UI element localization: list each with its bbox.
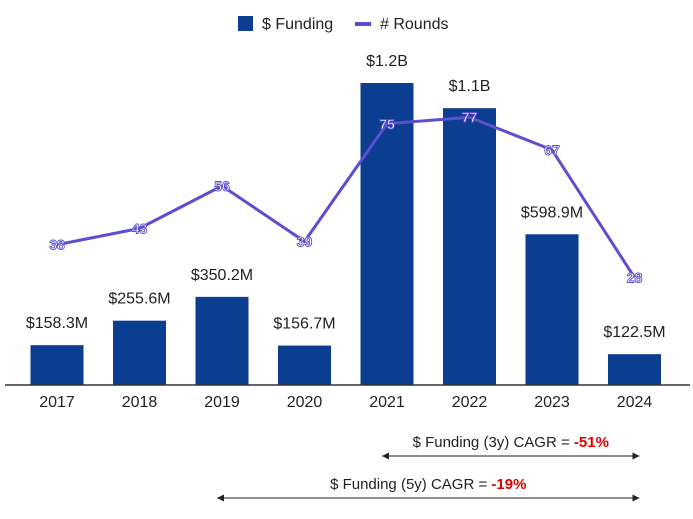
x-tick-2017: 2017 — [39, 394, 75, 411]
rounds-point-label-2024: 28 — [627, 269, 643, 285]
cagr-arrowhead-left-1 — [382, 452, 389, 460]
rounds-point-label-2017: 38 — [49, 237, 65, 253]
legend-label-rounds: # Rounds — [380, 16, 449, 33]
cagr-arrowhead-left-2 — [217, 494, 224, 502]
bar-2024 — [608, 354, 661, 385]
cagr-arrowhead-right-2 — [632, 494, 640, 502]
bar-label-2019: $350.2M — [191, 267, 253, 284]
x-tick-2021: 2021 — [369, 394, 405, 411]
legend-swatch-funding — [238, 16, 253, 31]
bar-2020 — [278, 345, 331, 385]
bar-label-2018: $255.6M — [108, 291, 170, 308]
bar-label-2021: $1.2B — [366, 53, 408, 70]
rounds-point-label-2022: 77 — [462, 109, 478, 125]
bar-2021 — [360, 83, 414, 385]
bar-label-2020: $156.7M — [273, 316, 335, 333]
legend-label-funding: $ Funding — [262, 16, 333, 33]
x-tick-2018: 2018 — [122, 394, 158, 411]
bar-2023 — [525, 234, 579, 385]
rounds-point-label-2021: 75 — [379, 116, 395, 132]
cagr-arrowhead-right-1 — [632, 452, 640, 460]
bar-label-2022: $1.1B — [449, 78, 491, 95]
bar-label-2023: $598.9M — [521, 204, 583, 221]
x-tick-2022: 2022 — [452, 394, 488, 411]
rounds-line-series: 38 43 56 39 75 77 67 28 — [49, 109, 643, 286]
bar-2019 — [195, 296, 249, 385]
bars: $158.3M $255.6M $350.2M $156.7M $1.2B $1.1B $5… — [26, 53, 666, 386]
cagr-annotations: $ Funding (3y) CAGR = -51% $ Funding (5y)… — [217, 434, 640, 502]
rounds-point-label-2023: 67 — [544, 142, 560, 158]
cagr-label-1: $ Funding (3y) CAGR = -51% — [413, 434, 609, 451]
rounds-line — [56, 115, 636, 279]
bar-label-2017: $158.3M — [26, 315, 88, 332]
bar-2022 — [443, 108, 496, 386]
x-tick-2023: 2023 — [534, 394, 570, 411]
x-tick-2024: 2024 — [617, 394, 653, 411]
bar-2018 — [113, 320, 166, 385]
bar-2017 — [30, 345, 84, 385]
rounds-point-label-2018: 43 — [132, 220, 148, 236]
x-tick-2019: 2019 — [204, 394, 240, 411]
x-axis-ticks: 2017 2018 2019 2020 2021 2022 2023 2024 — [39, 394, 652, 411]
x-tick-2020: 2020 — [287, 394, 323, 411]
rounds-point-label-2020: 39 — [297, 233, 313, 249]
rounds-point-label-2019: 56 — [214, 178, 230, 194]
cagr-label-2: $ Funding (5y) CAGR = -19% — [330, 476, 526, 493]
bar-label-2024: $122.5M — [603, 324, 665, 341]
legend: $ Funding # Rounds — [238, 16, 449, 33]
legend-swatch-rounds — [355, 22, 371, 26]
